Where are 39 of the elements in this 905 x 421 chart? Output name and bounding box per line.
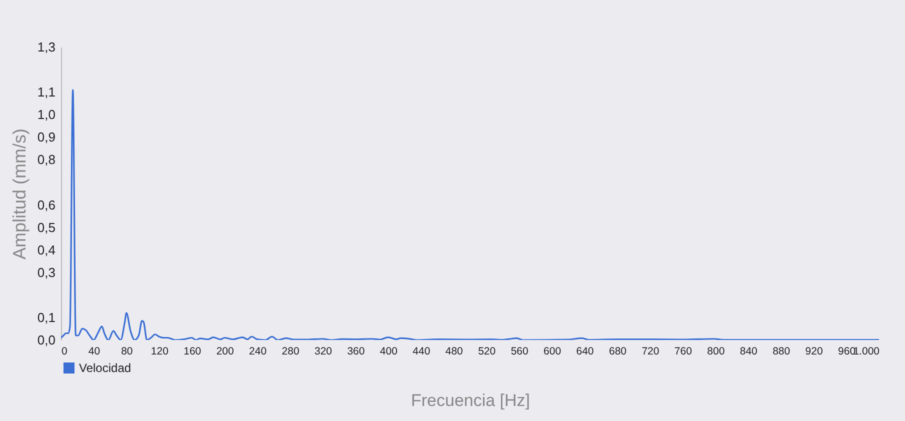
x-tick-label: 160: [184, 346, 202, 358]
line-series: [61, 89, 879, 340]
y-tick-label: 0,1: [37, 310, 56, 325]
x-tick-label: 200: [216, 346, 234, 358]
x-tick-label: 760: [674, 346, 692, 358]
y-tick-label: 0,9: [37, 130, 56, 145]
x-tick-label: 440: [412, 346, 430, 358]
x-tick-label: 80: [121, 346, 133, 358]
x-tick-label: 600: [544, 346, 562, 358]
x-tick-label: 120: [150, 346, 169, 358]
y-tick-label: 0,0: [37, 332, 56, 348]
x-tick-label: 560: [510, 346, 528, 358]
x-tick-label: 40: [88, 346, 100, 358]
y-tick-label: 0,4: [37, 242, 56, 258]
x-tick-label: 920: [805, 346, 823, 358]
x-tick-label: 840: [740, 346, 758, 358]
x-tick-label: 720: [642, 346, 660, 358]
y-tick-label: 1,3: [37, 40, 56, 54]
x-tick-label: 240: [249, 346, 267, 358]
x-tick-label: 360: [347, 346, 365, 358]
y-axis-title: Amplitud (mm/s): [9, 128, 30, 260]
x-tick-label: 640: [576, 346, 594, 358]
x-axis-title: Frecuencia [Hz]: [410, 391, 530, 410]
x-tick-label: 880: [772, 346, 790, 358]
y-tick-label: 1,1: [37, 84, 56, 100]
x-tick-label: 400: [380, 346, 398, 358]
legend-label: Velocidad: [79, 361, 132, 375]
y-tick-label: 0,5: [37, 220, 56, 235]
x-tick-label: 0: [62, 346, 68, 358]
x-tick-label: 800: [707, 346, 725, 358]
x-tick-label: 480: [445, 346, 464, 358]
x-tick-label: 680: [608, 346, 627, 358]
x-tick-label: 320: [314, 346, 332, 358]
y-tick-label: 1,0: [37, 107, 56, 122]
x-tick-label: 280: [282, 346, 300, 358]
y-tick-label: 0,8: [37, 152, 56, 168]
x-tick-label: 520: [478, 346, 496, 358]
y-tick-label: 0,6: [37, 197, 56, 212]
y-tick-label: 0,3: [37, 264, 56, 280]
